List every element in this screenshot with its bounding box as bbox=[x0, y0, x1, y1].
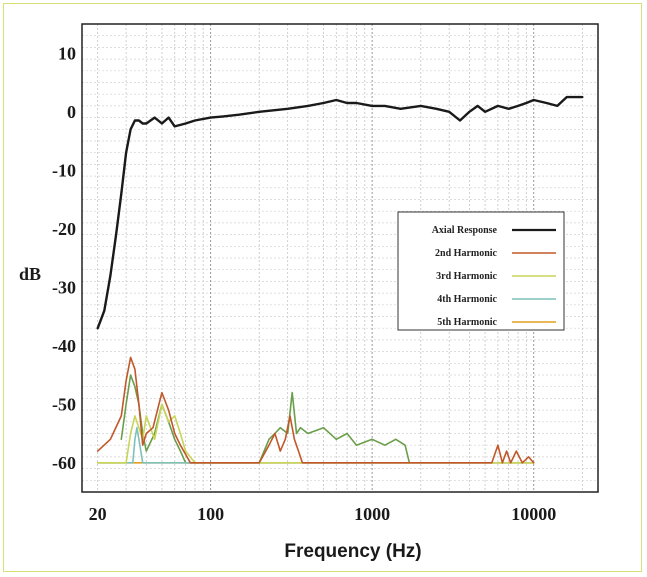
y-tick-label: -10 bbox=[52, 160, 76, 180]
y-tick-label: -50 bbox=[52, 394, 76, 414]
legend-label: Axial Response bbox=[432, 225, 498, 236]
series-line bbox=[96, 95, 584, 330]
y-tick-label: -60 bbox=[52, 453, 76, 473]
legend-label: 4th Harmonic bbox=[437, 294, 497, 305]
series-line bbox=[96, 426, 535, 464]
series-line bbox=[120, 374, 411, 464]
legend-label: 2nd Harmonic bbox=[435, 248, 498, 259]
series-line bbox=[96, 356, 535, 464]
y-tick-label: 10 bbox=[58, 43, 76, 63]
x-tick-label: 1000 bbox=[354, 504, 390, 524]
y-axis-label: dB bbox=[19, 264, 41, 284]
legend-box bbox=[397, 211, 565, 331]
legend-label: 5th Harmonic bbox=[437, 317, 497, 328]
x-tick-label: 10000 bbox=[511, 504, 556, 524]
legend: Axial Response 2nd Harmonic 3rd Harmonic 4t… bbox=[397, 211, 565, 331]
legend-label: 3rd Harmonic bbox=[436, 271, 497, 282]
series-layer bbox=[96, 95, 584, 464]
x-tick-label: 20 bbox=[89, 504, 107, 524]
y-tick-label: -30 bbox=[52, 277, 76, 297]
x-tick-label: 100 bbox=[197, 504, 224, 524]
y-tick-labels: 10 0 -10 -20 -30 -40 -50 -60 bbox=[52, 43, 76, 473]
y-tick-label: -40 bbox=[52, 336, 76, 356]
x-axis-label: Frequency (Hz) bbox=[284, 541, 421, 562]
frequency-response-chart: 20 100 1000 10000 100-10-20-30-40-50-60 Fre… bbox=[19, 23, 599, 562]
y-tick-label: -20 bbox=[52, 219, 76, 239]
x-tick-labels: 20 100 1000 10000 bbox=[89, 504, 557, 524]
series-line bbox=[96, 403, 535, 464]
plot-border bbox=[81, 23, 599, 493]
y-tick-label: 0 bbox=[67, 102, 76, 122]
chart-frame: 20 100 1000 10000 10 0 -10 -20 -30 -40 -50 -60 Fre… bbox=[3, 3, 642, 572]
